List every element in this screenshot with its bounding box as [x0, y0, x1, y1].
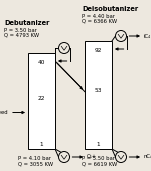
Text: P = 3.50 bar: P = 3.50 bar: [4, 28, 37, 32]
Bar: [28, 53, 55, 149]
Circle shape: [116, 30, 127, 42]
Text: Debutanizer: Debutanizer: [4, 20, 49, 26]
Text: 40: 40: [38, 60, 45, 64]
Text: P = 4.40 bar: P = 4.40 bar: [82, 14, 115, 18]
Text: iC₄: iC₄: [144, 34, 151, 38]
Text: Q = 3055 KW: Q = 3055 KW: [18, 161, 53, 167]
Text: 53: 53: [95, 89, 102, 94]
Circle shape: [116, 152, 127, 162]
Text: C₅+: C₅+: [87, 155, 97, 160]
Text: Q = 6366 KW: Q = 6366 KW: [82, 18, 117, 23]
Text: nC₄: nC₄: [144, 155, 151, 160]
Text: 1: 1: [97, 141, 100, 147]
Text: 92: 92: [95, 48, 102, 52]
Text: Q = 4793 KW: Q = 4793 KW: [4, 32, 39, 37]
Text: 22: 22: [38, 96, 45, 102]
Text: Deisobutanizer: Deisobutanizer: [82, 6, 138, 12]
Text: Feed: Feed: [0, 110, 8, 115]
Text: P = 5.50 bar: P = 5.50 bar: [82, 156, 115, 161]
Bar: [85, 41, 112, 149]
Text: P = 4.10 bar: P = 4.10 bar: [18, 156, 51, 161]
Circle shape: [58, 152, 69, 162]
Circle shape: [58, 43, 69, 54]
Text: Q = 6619 KW: Q = 6619 KW: [82, 161, 117, 167]
Text: 1: 1: [40, 141, 43, 147]
